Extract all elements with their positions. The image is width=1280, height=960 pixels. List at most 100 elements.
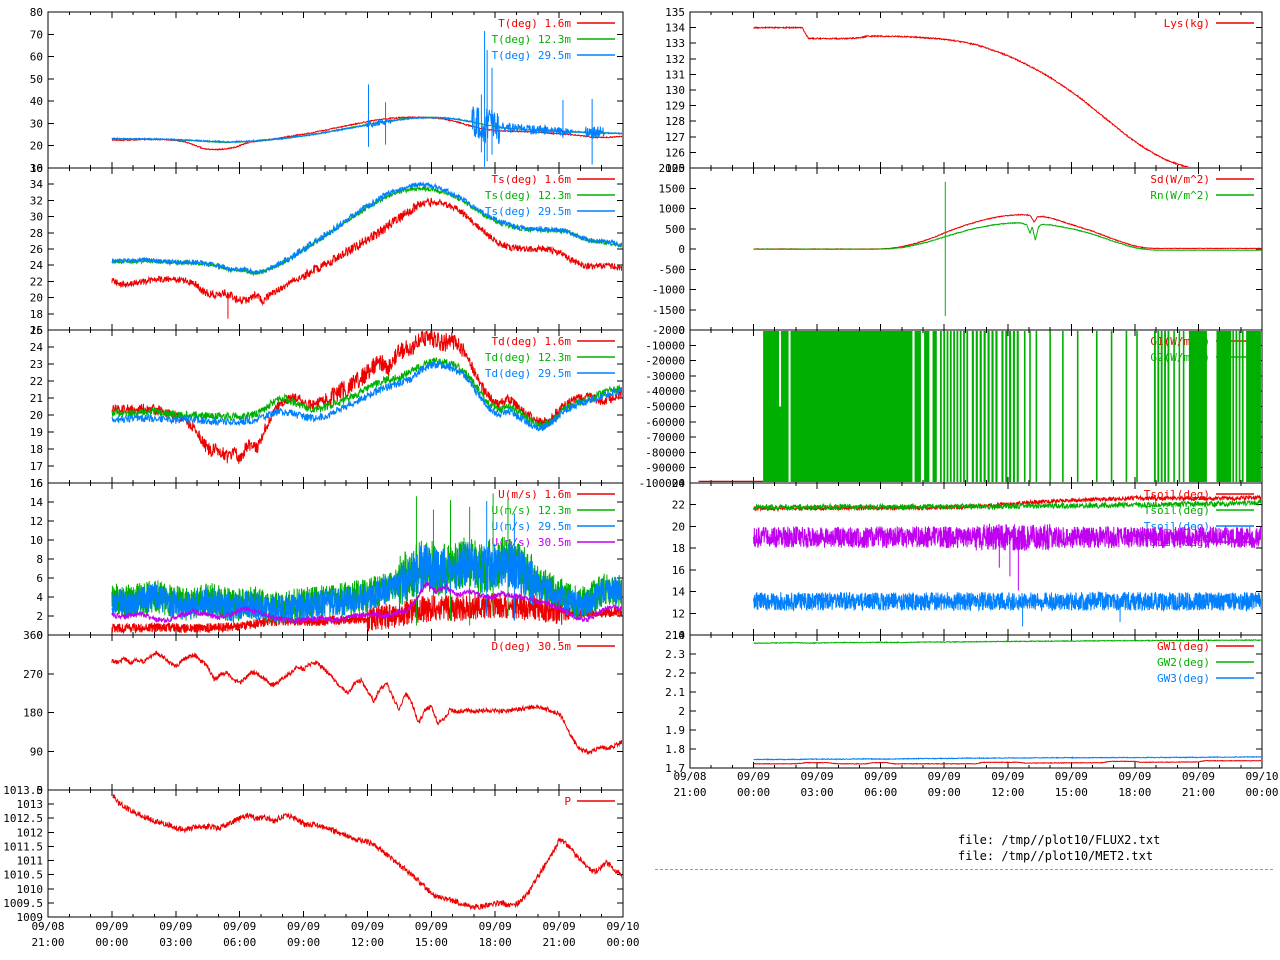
svg-text:1010: 1010: [17, 883, 44, 896]
svg-text:-30000: -30000: [645, 370, 685, 383]
svg-text:2: 2: [678, 705, 685, 718]
svg-text:-40000: -40000: [645, 385, 685, 398]
svg-text:70: 70: [30, 28, 43, 41]
svg-text:Ts(deg) 12.3m: Ts(deg) 12.3m: [485, 189, 571, 202]
svg-text:32: 32: [30, 194, 43, 207]
svg-text:131: 131: [665, 68, 685, 81]
svg-text:30: 30: [30, 117, 43, 130]
panel-radiation: -2000 -1500 -1000 -500 0 500 1000 1500 2000 Sd(W/…: [652, 162, 1263, 337]
svg-text:1009.5: 1009.5: [3, 897, 43, 910]
legend-wind-speed: U(m/s) 1.6mU(m/s) 12.3mU(m/s) 29.5mU(m/s…: [492, 488, 615, 549]
svg-text:180: 180: [23, 707, 43, 720]
svg-text:60: 60: [30, 51, 43, 64]
svg-text:18:00: 18:00: [479, 936, 512, 949]
svg-text:00:00: 00:00: [606, 936, 639, 949]
svg-text:-100000: -100000: [639, 477, 685, 490]
svg-text:18: 18: [30, 308, 43, 321]
svg-text:T(deg) 12.3m: T(deg) 12.3m: [492, 33, 572, 46]
svg-text:21: 21: [30, 392, 43, 405]
svg-text:2: 2: [36, 610, 43, 623]
svg-text:09:00: 09:00: [928, 786, 961, 799]
svg-text:128: 128: [665, 115, 685, 128]
svg-text:12: 12: [672, 607, 685, 620]
legend-air-temperature: T(deg) 1.6m T(deg) 12.3m T(deg) 29.5m: [492, 17, 615, 62]
svg-text:17: 17: [30, 460, 43, 473]
svg-text:40: 40: [30, 95, 43, 108]
svg-text:133: 133: [665, 37, 685, 50]
svg-text:09:00: 09:00: [287, 936, 320, 949]
svg-text:09/08: 09/08: [673, 770, 706, 783]
legend-lysimeter: Lys(kg): [1164, 17, 1254, 30]
svg-text:03:00: 03:00: [159, 936, 192, 949]
svg-text:-50000: -50000: [645, 401, 685, 414]
svg-text:129: 129: [665, 100, 685, 113]
svg-text:50: 50: [30, 73, 43, 86]
svg-text:GW3(deg): GW3(deg): [1157, 672, 1210, 685]
svg-text:14: 14: [30, 496, 44, 509]
svg-text:2.3: 2.3: [665, 648, 685, 661]
svg-text:09/09: 09/09: [287, 920, 320, 933]
svg-text:30: 30: [30, 211, 43, 224]
svg-text:09/09: 09/09: [1182, 770, 1215, 783]
svg-text:Td(deg) 1.6m: Td(deg) 1.6m: [492, 335, 572, 348]
svg-text:GW2(deg): GW2(deg): [1157, 656, 1210, 669]
svg-text:Lys(kg): Lys(kg): [1164, 17, 1210, 30]
panel-soil-heat-flux: -100000-90000-80000-70000-60000-50000-40…: [639, 324, 1263, 490]
svg-text:18:00: 18:00: [1118, 786, 1151, 799]
svg-text:0: 0: [678, 243, 685, 256]
svg-text:18: 18: [672, 542, 685, 555]
svg-text:Ts(deg) 29.5m: Ts(deg) 29.5m: [485, 205, 571, 218]
svg-text:1500: 1500: [659, 182, 686, 195]
svg-text:09/09: 09/09: [95, 920, 128, 933]
svg-text:21:00: 21:00: [1182, 786, 1215, 799]
svg-text:00:00: 00:00: [737, 786, 770, 799]
svg-text:Rn(W/m^2): Rn(W/m^2): [1150, 189, 1210, 202]
legend-wind-direction: D(deg) 30.5m: [492, 640, 615, 653]
svg-text:90: 90: [30, 745, 43, 758]
svg-text:06:00: 06:00: [223, 936, 256, 949]
svg-text:19: 19: [30, 426, 43, 439]
svg-text:15:00: 15:00: [415, 936, 448, 949]
svg-text:09/08: 09/08: [31, 920, 64, 933]
svg-text:2.1: 2.1: [665, 686, 685, 699]
svg-text:09/09: 09/09: [351, 920, 384, 933]
svg-text:D(deg) 30.5m: D(deg) 30.5m: [492, 640, 572, 653]
svg-text:2.2: 2.2: [665, 667, 685, 680]
svg-text:03:00: 03:00: [801, 786, 834, 799]
svg-text:Td(deg) 29.5m: Td(deg) 29.5m: [485, 367, 571, 380]
svg-text:-80000: -80000: [645, 446, 685, 459]
svg-text:16: 16: [30, 477, 43, 490]
svg-text:14: 14: [672, 586, 686, 599]
svg-text:10: 10: [30, 162, 43, 175]
svg-text:09/09: 09/09: [479, 920, 512, 933]
svg-text:4: 4: [36, 591, 43, 604]
svg-text:2000: 2000: [659, 162, 686, 175]
svg-text:09/09: 09/09: [223, 920, 256, 933]
svg-text:134: 134: [665, 22, 685, 35]
legend-pressure: P: [564, 795, 615, 808]
svg-text:25: 25: [30, 324, 43, 337]
svg-text:-500: -500: [659, 263, 686, 276]
svg-text:09/09: 09/09: [928, 770, 961, 783]
svg-text:06:00: 06:00: [864, 786, 897, 799]
svg-text:270: 270: [23, 668, 43, 681]
svg-text:-60000: -60000: [645, 416, 685, 429]
legend-dewpoint-temperature: Td(deg) 1.6m Td(deg) 12.3m Td(deg) 29.5m: [485, 335, 615, 380]
svg-text:20: 20: [30, 140, 43, 153]
svg-text:6: 6: [36, 572, 43, 585]
svg-text:1.7: 1.7: [665, 762, 685, 775]
svg-text:09/09: 09/09: [1055, 770, 1088, 783]
svg-text:1000: 1000: [659, 203, 686, 216]
svg-text:T(deg) 29.5m: T(deg) 29.5m: [492, 49, 572, 62]
svg-text:GW1(deg): GW1(deg): [1157, 640, 1210, 653]
svg-text:0: 0: [36, 784, 43, 797]
svg-text:20: 20: [672, 520, 685, 533]
svg-text:130: 130: [665, 84, 685, 97]
svg-text:22: 22: [30, 375, 43, 388]
svg-text:1012: 1012: [17, 826, 44, 839]
svg-text:16: 16: [30, 324, 43, 337]
svg-text:Tsoil(deg): Tsoil(deg): [1144, 504, 1210, 517]
svg-text:00:00: 00:00: [95, 936, 128, 949]
svg-text:Ts(deg) 1.6m: Ts(deg) 1.6m: [492, 173, 572, 186]
